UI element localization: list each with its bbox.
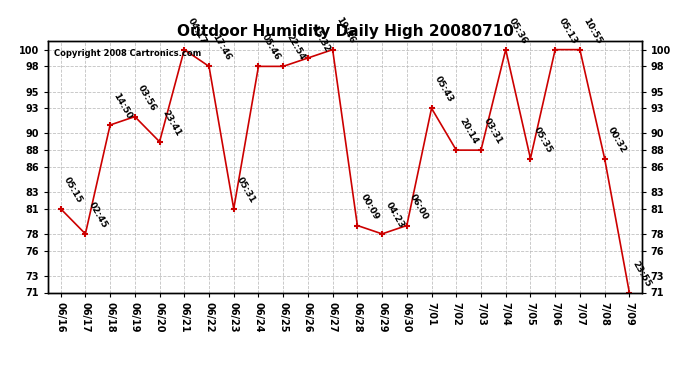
Text: 03:56: 03:56 (136, 83, 158, 112)
Text: 05:43: 05:43 (433, 75, 455, 104)
Text: 04:17: 04:17 (186, 16, 208, 45)
Text: 00:09: 00:09 (359, 192, 381, 221)
Text: 00:32: 00:32 (606, 125, 628, 154)
Text: 22:54: 22:54 (284, 33, 307, 62)
Text: 05:35: 05:35 (532, 125, 554, 154)
Text: 14:50: 14:50 (112, 92, 134, 121)
Text: 05:46: 05:46 (260, 33, 282, 62)
Text: 02:45: 02:45 (87, 200, 109, 230)
Text: 19:46: 19:46 (334, 16, 356, 45)
Text: Copyright 2008 Cartronics.com: Copyright 2008 Cartronics.com (55, 49, 201, 58)
Text: 05:13: 05:13 (557, 16, 579, 45)
Text: 05:31: 05:31 (235, 176, 257, 205)
Text: 10:55: 10:55 (581, 16, 603, 45)
Text: 06:00: 06:00 (408, 192, 430, 221)
Text: 20:14: 20:14 (457, 117, 480, 146)
Title: Outdoor Humidity Daily High 20080710: Outdoor Humidity Daily High 20080710 (177, 24, 513, 39)
Text: 23:41: 23:41 (161, 108, 183, 138)
Text: 23:55: 23:55 (631, 259, 653, 288)
Text: 17:46: 17:46 (210, 33, 233, 62)
Text: 05:36: 05:36 (507, 16, 529, 45)
Text: 05:15: 05:15 (62, 176, 84, 205)
Text: 03:31: 03:31 (482, 117, 504, 146)
Text: 15:32: 15:32 (309, 24, 331, 54)
Text: 04:23: 04:23 (384, 200, 406, 230)
